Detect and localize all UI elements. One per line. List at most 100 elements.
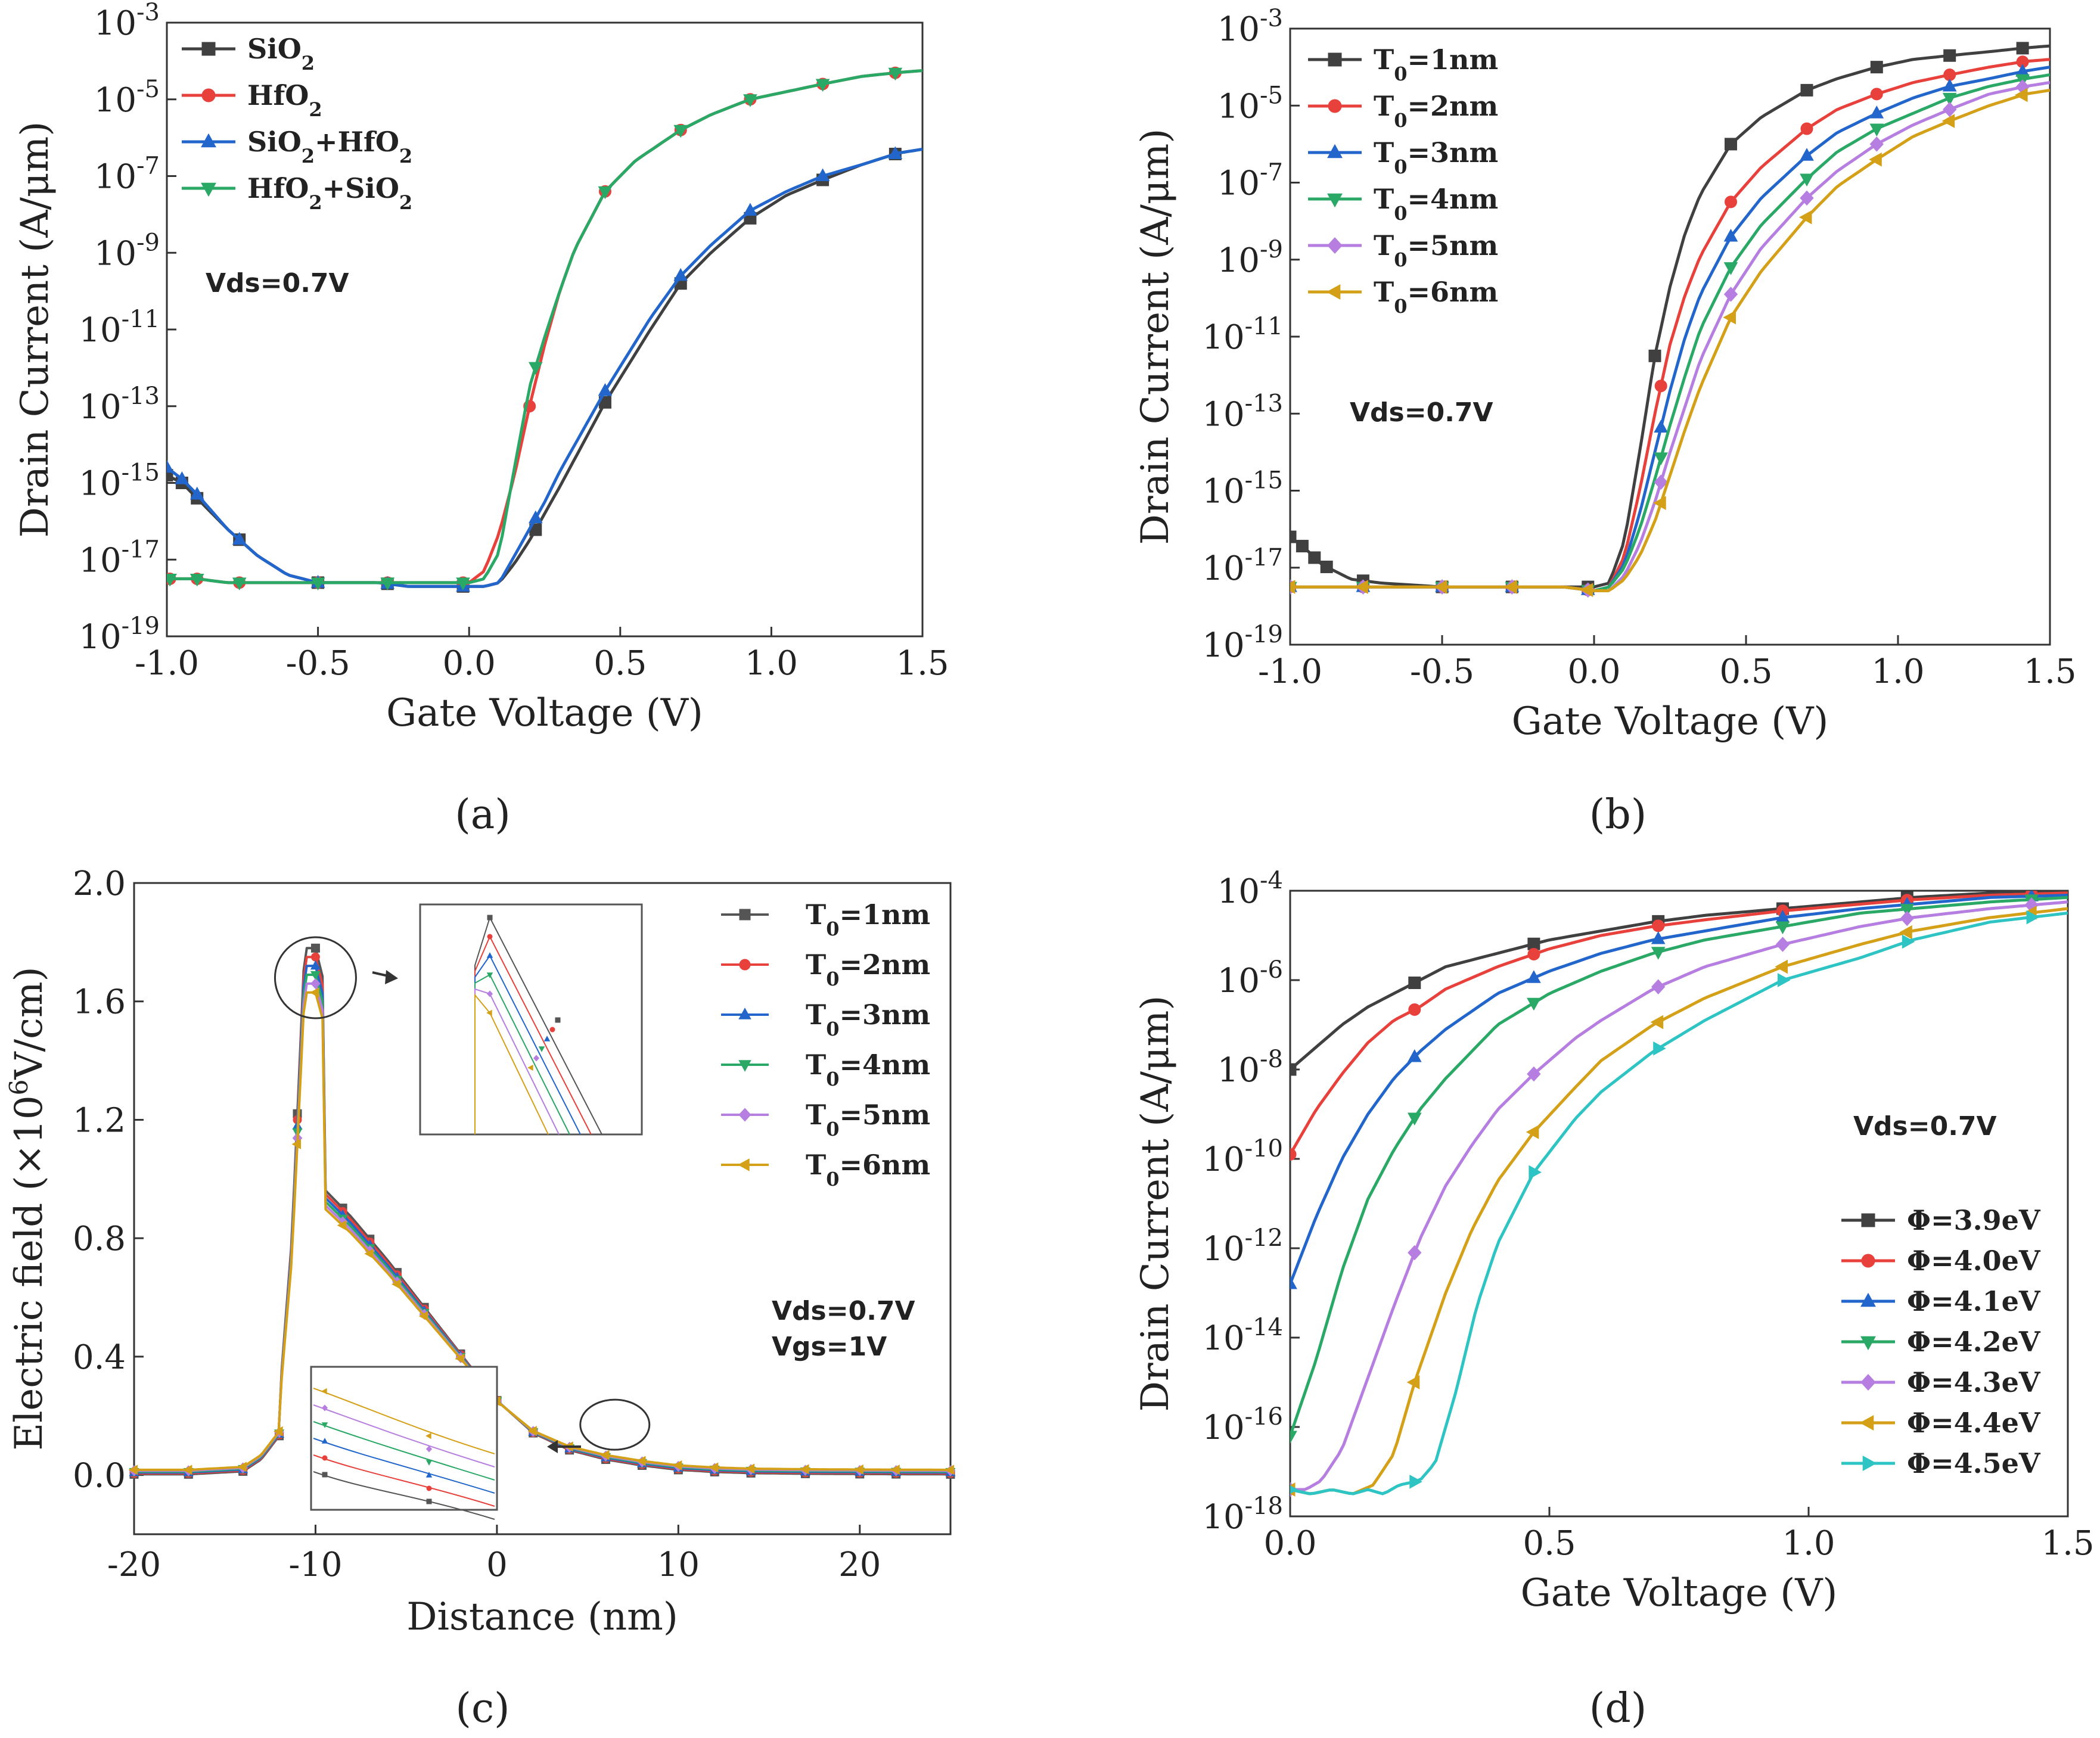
legend-marker	[738, 1008, 751, 1019]
series-line	[1290, 73, 2050, 592]
inset-point	[425, 1445, 433, 1453]
legend-marker	[1859, 1415, 1874, 1431]
data-point	[1725, 138, 1737, 151]
legend-marker	[201, 88, 216, 102]
data-point	[1650, 1015, 1664, 1030]
data-point	[1290, 530, 1297, 543]
inset-point	[321, 1438, 328, 1444]
y-tick-label: 10-11	[79, 306, 160, 350]
data-point	[1654, 452, 1669, 465]
inset-point	[322, 1455, 328, 1461]
y-tick-label: 10-3	[94, 0, 160, 43]
data-point	[1406, 1375, 1420, 1389]
data-point	[1869, 152, 1882, 167]
y-tick-label: 10-9	[1217, 236, 1283, 280]
series-line	[167, 69, 922, 584]
x-tick-label: 0.5	[594, 644, 647, 683]
inset-line	[313, 1454, 495, 1507]
data-point	[1408, 1245, 1422, 1261]
legend-label: Φ=4.0eV	[1907, 1245, 2041, 1277]
data-point	[1725, 195, 1737, 209]
inset-point	[527, 1064, 533, 1071]
data-point	[1408, 977, 1421, 989]
legend-marker	[1860, 1374, 1876, 1391]
inset-point	[538, 1046, 545, 1052]
data-point	[392, 1279, 401, 1289]
data-point	[1407, 1049, 1422, 1062]
data-point	[167, 459, 174, 473]
legend-marker	[1327, 144, 1343, 158]
data-point	[1654, 419, 1669, 433]
data-point	[291, 1139, 302, 1149]
legend-marker	[201, 42, 216, 56]
inset-point	[549, 1027, 555, 1033]
y-tick-label: 10-15	[79, 459, 160, 503]
legend-marker	[1326, 284, 1341, 300]
legend-label: T0=4nm	[806, 1049, 930, 1090]
series-line	[167, 147, 922, 588]
x-tick-label: 0.5	[1719, 652, 1772, 691]
y-tick-label: 10-19	[79, 613, 160, 657]
data-point	[190, 486, 204, 500]
y-tick-label: 10-17	[1202, 544, 1283, 588]
inset-point	[487, 915, 493, 921]
data-point	[1800, 148, 1814, 161]
data-point	[337, 1220, 347, 1231]
data-point	[636, 1456, 646, 1466]
series-line	[1290, 912, 2068, 1496]
data-point	[1527, 970, 1541, 983]
y-tick-label: 10-5	[1217, 82, 1283, 126]
inset-line	[474, 993, 549, 1135]
data-point	[1529, 1165, 1542, 1180]
data-point	[1800, 190, 1814, 206]
data-point	[1580, 583, 1593, 598]
y-tick-label: 0.8	[73, 1220, 126, 1258]
data-point	[1723, 228, 1738, 242]
data-point	[1652, 919, 1665, 932]
panel-label-a: (a)	[455, 791, 511, 838]
data-point	[1800, 173, 1814, 187]
data-point	[128, 1465, 138, 1475]
y-tick-label: 10-6	[1217, 956, 1283, 1000]
legend-label: T0=3nm	[1374, 136, 1498, 178]
series-line	[1290, 88, 2050, 592]
data-point	[456, 577, 470, 590]
data-point	[945, 1465, 955, 1475]
y-tick-label: 10-9	[94, 229, 160, 273]
series-SiO2+HfO2	[167, 146, 922, 592]
data-point	[745, 1463, 755, 1474]
data-point	[673, 268, 688, 281]
legend-marker	[1860, 1336, 1876, 1351]
data-point	[380, 577, 395, 590]
data-point	[1943, 101, 1957, 117]
data-point	[310, 987, 319, 998]
y-tick-label: 10-18	[1202, 1493, 1283, 1537]
panel-label-c: (c)	[455, 1685, 510, 1732]
data-point	[237, 1462, 247, 1472]
inset-line	[313, 1421, 495, 1481]
y-tick-label: 10-16	[1202, 1403, 1283, 1447]
data-point	[310, 952, 320, 962]
legend-marker	[738, 1158, 750, 1171]
series-line	[1290, 907, 2068, 1496]
data-point	[1900, 910, 1914, 926]
legend-marker	[1861, 1213, 1875, 1227]
legend-label: Φ=4.1eV	[1907, 1285, 2041, 1317]
legend-label: T0=4nm	[1374, 183, 1498, 225]
data-point	[1290, 580, 1296, 594]
data-point	[182, 1465, 192, 1475]
series-line	[1290, 58, 2050, 592]
y-tick-label: 10-3	[1217, 5, 1283, 49]
legend-label: HfO2	[247, 79, 322, 121]
inset-point	[425, 1460, 433, 1466]
data-point	[274, 1426, 283, 1437]
x-axis-label: Gate Voltage (V)	[1521, 1571, 1838, 1615]
series-Φ=4.2eV	[1290, 894, 2068, 1444]
annotation-vgs: Vgs=1V	[772, 1332, 887, 1362]
data-point	[1798, 210, 1812, 225]
legend-marker	[1861, 1254, 1875, 1268]
data-point	[888, 146, 903, 159]
x-axis-label: Distance (nm)	[406, 1595, 678, 1639]
inset-point	[426, 1485, 432, 1491]
